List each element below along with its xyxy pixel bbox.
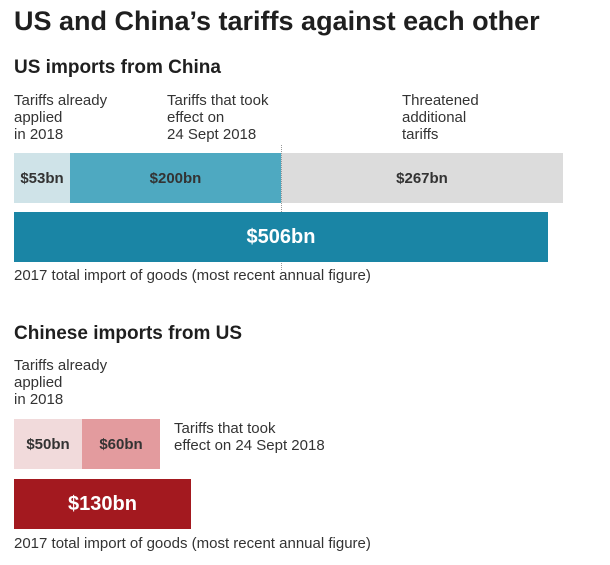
cn-section-title: Chinese imports from US <box>14 323 243 344</box>
us-label-threatened: Threatened additional tariffs <box>402 92 479 143</box>
cn-label-took-effect-line: effect on 24 Sept 2018 <box>174 437 325 454</box>
us-bar-threatened: $267bn <box>281 153 563 203</box>
us-label-applied-line: in 2018 <box>14 126 64 143</box>
us-label-applied-line: Tariffs already <box>14 92 108 109</box>
us-bar-took-effect: $200bn <box>70 153 281 203</box>
chart-title: US and China’s tariffs against each othe… <box>14 6 540 36</box>
us-label-applied-line: applied <box>14 109 63 126</box>
us-label-applied: Tariffs already applied in 2018 <box>14 92 107 143</box>
cn-label-applied-line: Tariffs already <box>14 357 108 374</box>
us-label-threatened-line: Threatened <box>402 92 479 109</box>
cn-total-caption: 2017 total import of goods (most recent … <box>14 535 371 552</box>
us-label-took-effect: Tariffs that took effect on 24 Sept 2018 <box>167 92 268 143</box>
cn-label-applied-line: applied <box>14 374 63 391</box>
us-bar-applied: $53bn <box>14 153 70 203</box>
cn-bar-total: $130bn <box>14 479 191 529</box>
us-section-title: US imports from China <box>14 57 221 78</box>
us-label-threatened-line: additional <box>402 109 467 126</box>
us-label-took-effect-line: effect on <box>167 109 225 126</box>
cn-bar-applied: $50bn <box>14 419 82 469</box>
cn-label-took-effect-line: Tariffs that took <box>174 420 276 437</box>
us-bar-total: $506bn <box>14 212 548 262</box>
cn-label-applied: Tariffs already applied in 2018 <box>14 357 107 408</box>
us-label-took-effect-line: 24 Sept 2018 <box>167 126 257 143</box>
us-label-took-effect-line: Tariffs that took <box>167 92 269 109</box>
us-divider-line <box>281 145 282 270</box>
us-total-caption: 2017 total import of goods (most recent … <box>14 267 371 284</box>
cn-bar-took-effect: $60bn <box>82 419 160 469</box>
cn-label-took-effect: Tariffs that took effect on 24 Sept 2018 <box>174 420 325 454</box>
us-label-threatened-line: tariffs <box>402 126 439 143</box>
cn-label-applied-line: in 2018 <box>14 391 64 408</box>
